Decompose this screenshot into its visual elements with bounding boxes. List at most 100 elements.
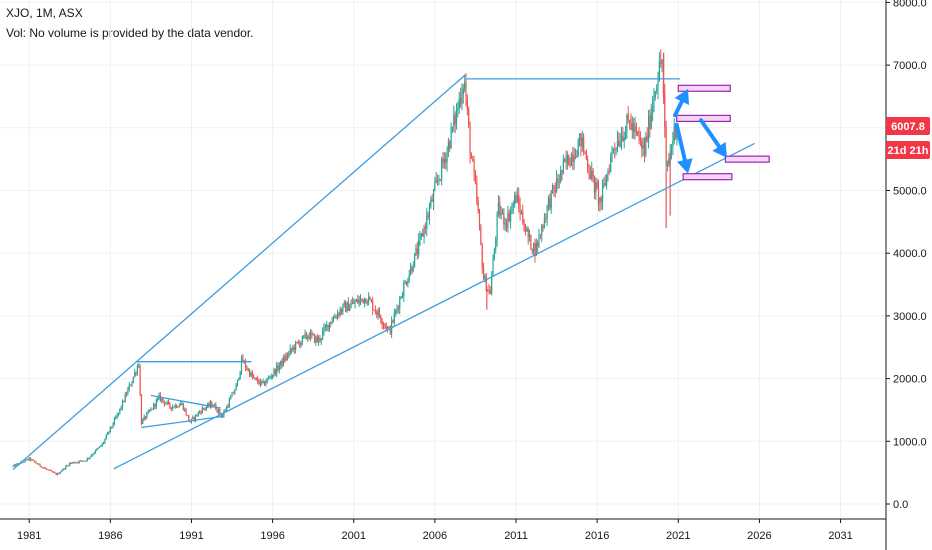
arrow-head — [677, 158, 693, 174]
candle-body — [184, 409, 186, 411]
candle-body — [139, 365, 141, 396]
candle-body — [317, 337, 320, 342]
candle-body — [38, 463, 40, 465]
candle-body — [424, 227, 427, 229]
candle-body — [146, 413, 148, 419]
zones[interactable] — [676, 84, 770, 181]
candle-body — [652, 106, 654, 114]
y-tick-label: 0.0 — [893, 499, 908, 511]
candle-body — [507, 212, 509, 229]
candle-body — [574, 156, 577, 158]
candle-body — [606, 175, 608, 186]
countdown-badge — [886, 141, 930, 159]
candle-body — [392, 320, 394, 323]
candle-body — [624, 130, 627, 139]
candle-body — [165, 403, 167, 405]
candle-body — [176, 404, 178, 408]
trendlines[interactable] — [12, 74, 755, 471]
candle-body — [186, 415, 189, 417]
candle-body — [534, 243, 536, 257]
candle-body — [119, 408, 121, 413]
candle-body — [104, 438, 106, 443]
trendline — [113, 142, 755, 470]
candle-body — [346, 302, 348, 312]
candle-body — [603, 183, 605, 186]
candle-body — [17, 463, 19, 465]
candle-body — [69, 462, 71, 466]
candle-body — [138, 365, 140, 367]
y-tick-label: 3000.0 — [893, 311, 927, 323]
candle-body — [278, 365, 280, 370]
candle-body — [393, 313, 395, 323]
candle-body — [309, 332, 312, 339]
candle-body — [445, 158, 447, 163]
candle-body — [533, 243, 535, 252]
candle-body — [438, 179, 440, 181]
candle-body — [592, 170, 594, 176]
candle-body — [24, 459, 26, 462]
candle-body — [15, 464, 17, 466]
candle-body — [212, 405, 214, 407]
y-tick-label: 8000.0 — [893, 0, 927, 9]
candle-body — [216, 409, 218, 413]
candle-body — [273, 369, 275, 375]
candle-body — [426, 215, 428, 229]
candle-body — [561, 170, 563, 173]
candle-body — [607, 171, 609, 176]
candle-body — [251, 372, 253, 377]
candle-body — [374, 310, 376, 312]
candle-body — [492, 259, 494, 277]
candle-body — [531, 249, 533, 252]
candle-body — [591, 170, 593, 180]
y-tick-label: 2000.0 — [893, 374, 927, 386]
x-tick-label: 2006 — [423, 530, 447, 542]
candle-body — [391, 320, 393, 334]
candle-body — [587, 159, 589, 169]
candle-body — [526, 228, 528, 232]
candle-body — [519, 204, 521, 214]
candle-body — [622, 135, 624, 142]
candle-body — [545, 218, 547, 220]
candle-body — [311, 332, 313, 335]
candle-body — [524, 230, 527, 232]
candle-body — [351, 301, 353, 304]
candle-body — [125, 394, 128, 396]
candle-body — [473, 161, 475, 174]
candle-body — [654, 91, 656, 98]
x-tick-label: 1996 — [260, 530, 284, 542]
candle-body — [61, 470, 63, 472]
x-tick-label: 2026 — [747, 530, 771, 542]
candle-body — [21, 461, 24, 463]
candle-body — [277, 365, 279, 370]
candle-body — [407, 281, 409, 285]
candle-body — [577, 141, 579, 157]
candle-body — [13, 464, 15, 467]
candle-body — [458, 98, 460, 109]
candle-body — [94, 450, 97, 453]
candle-body — [481, 244, 483, 269]
candle-body — [638, 134, 640, 138]
candle-body — [88, 458, 90, 460]
candle-body — [93, 452, 95, 455]
candle-body — [576, 156, 578, 158]
arrows[interactable] — [673, 88, 727, 174]
candle-body — [512, 204, 514, 206]
candle-body — [477, 200, 479, 213]
candle-body — [535, 242, 537, 257]
candle-body — [140, 395, 143, 424]
candle-body — [610, 156, 612, 172]
candle-body — [81, 460, 83, 462]
candle-body — [431, 199, 433, 202]
candle-body — [415, 248, 417, 254]
candle-body — [643, 145, 646, 156]
candle-body — [350, 303, 352, 308]
candle-body — [153, 403, 155, 410]
candle-body — [167, 401, 170, 403]
candle-body — [418, 240, 420, 255]
candle-body — [177, 406, 179, 408]
candle-body — [36, 463, 38, 465]
candle-body — [468, 108, 470, 126]
candle-body — [461, 94, 463, 104]
candle-body — [382, 324, 385, 326]
